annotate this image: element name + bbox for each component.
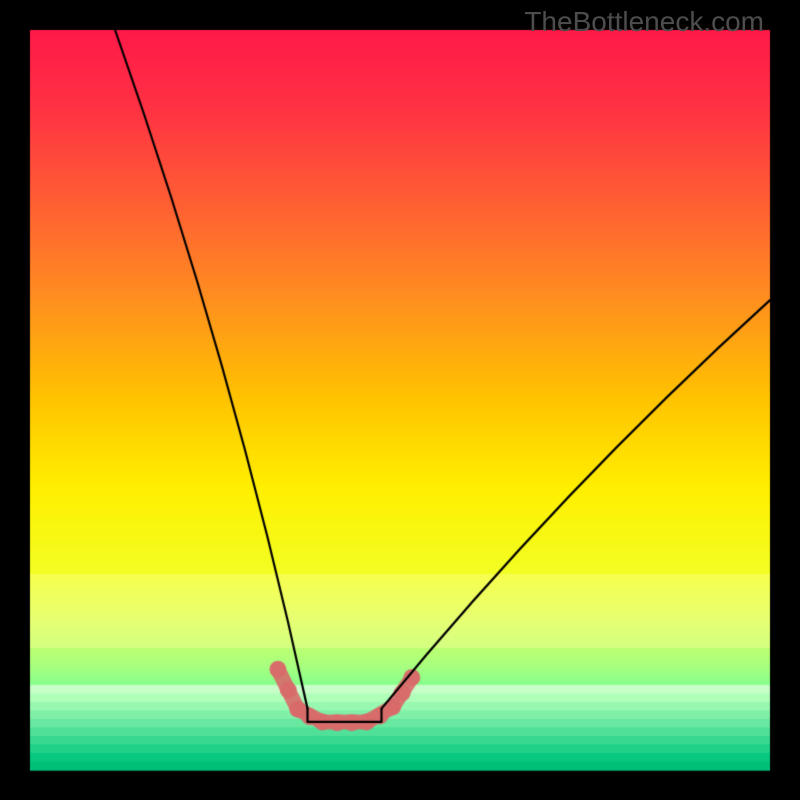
chart-stage: TheBottleneck.com (0, 0, 800, 800)
watermark-text: TheBottleneck.com (524, 6, 764, 38)
bottleneck-curve-chart (0, 0, 800, 800)
